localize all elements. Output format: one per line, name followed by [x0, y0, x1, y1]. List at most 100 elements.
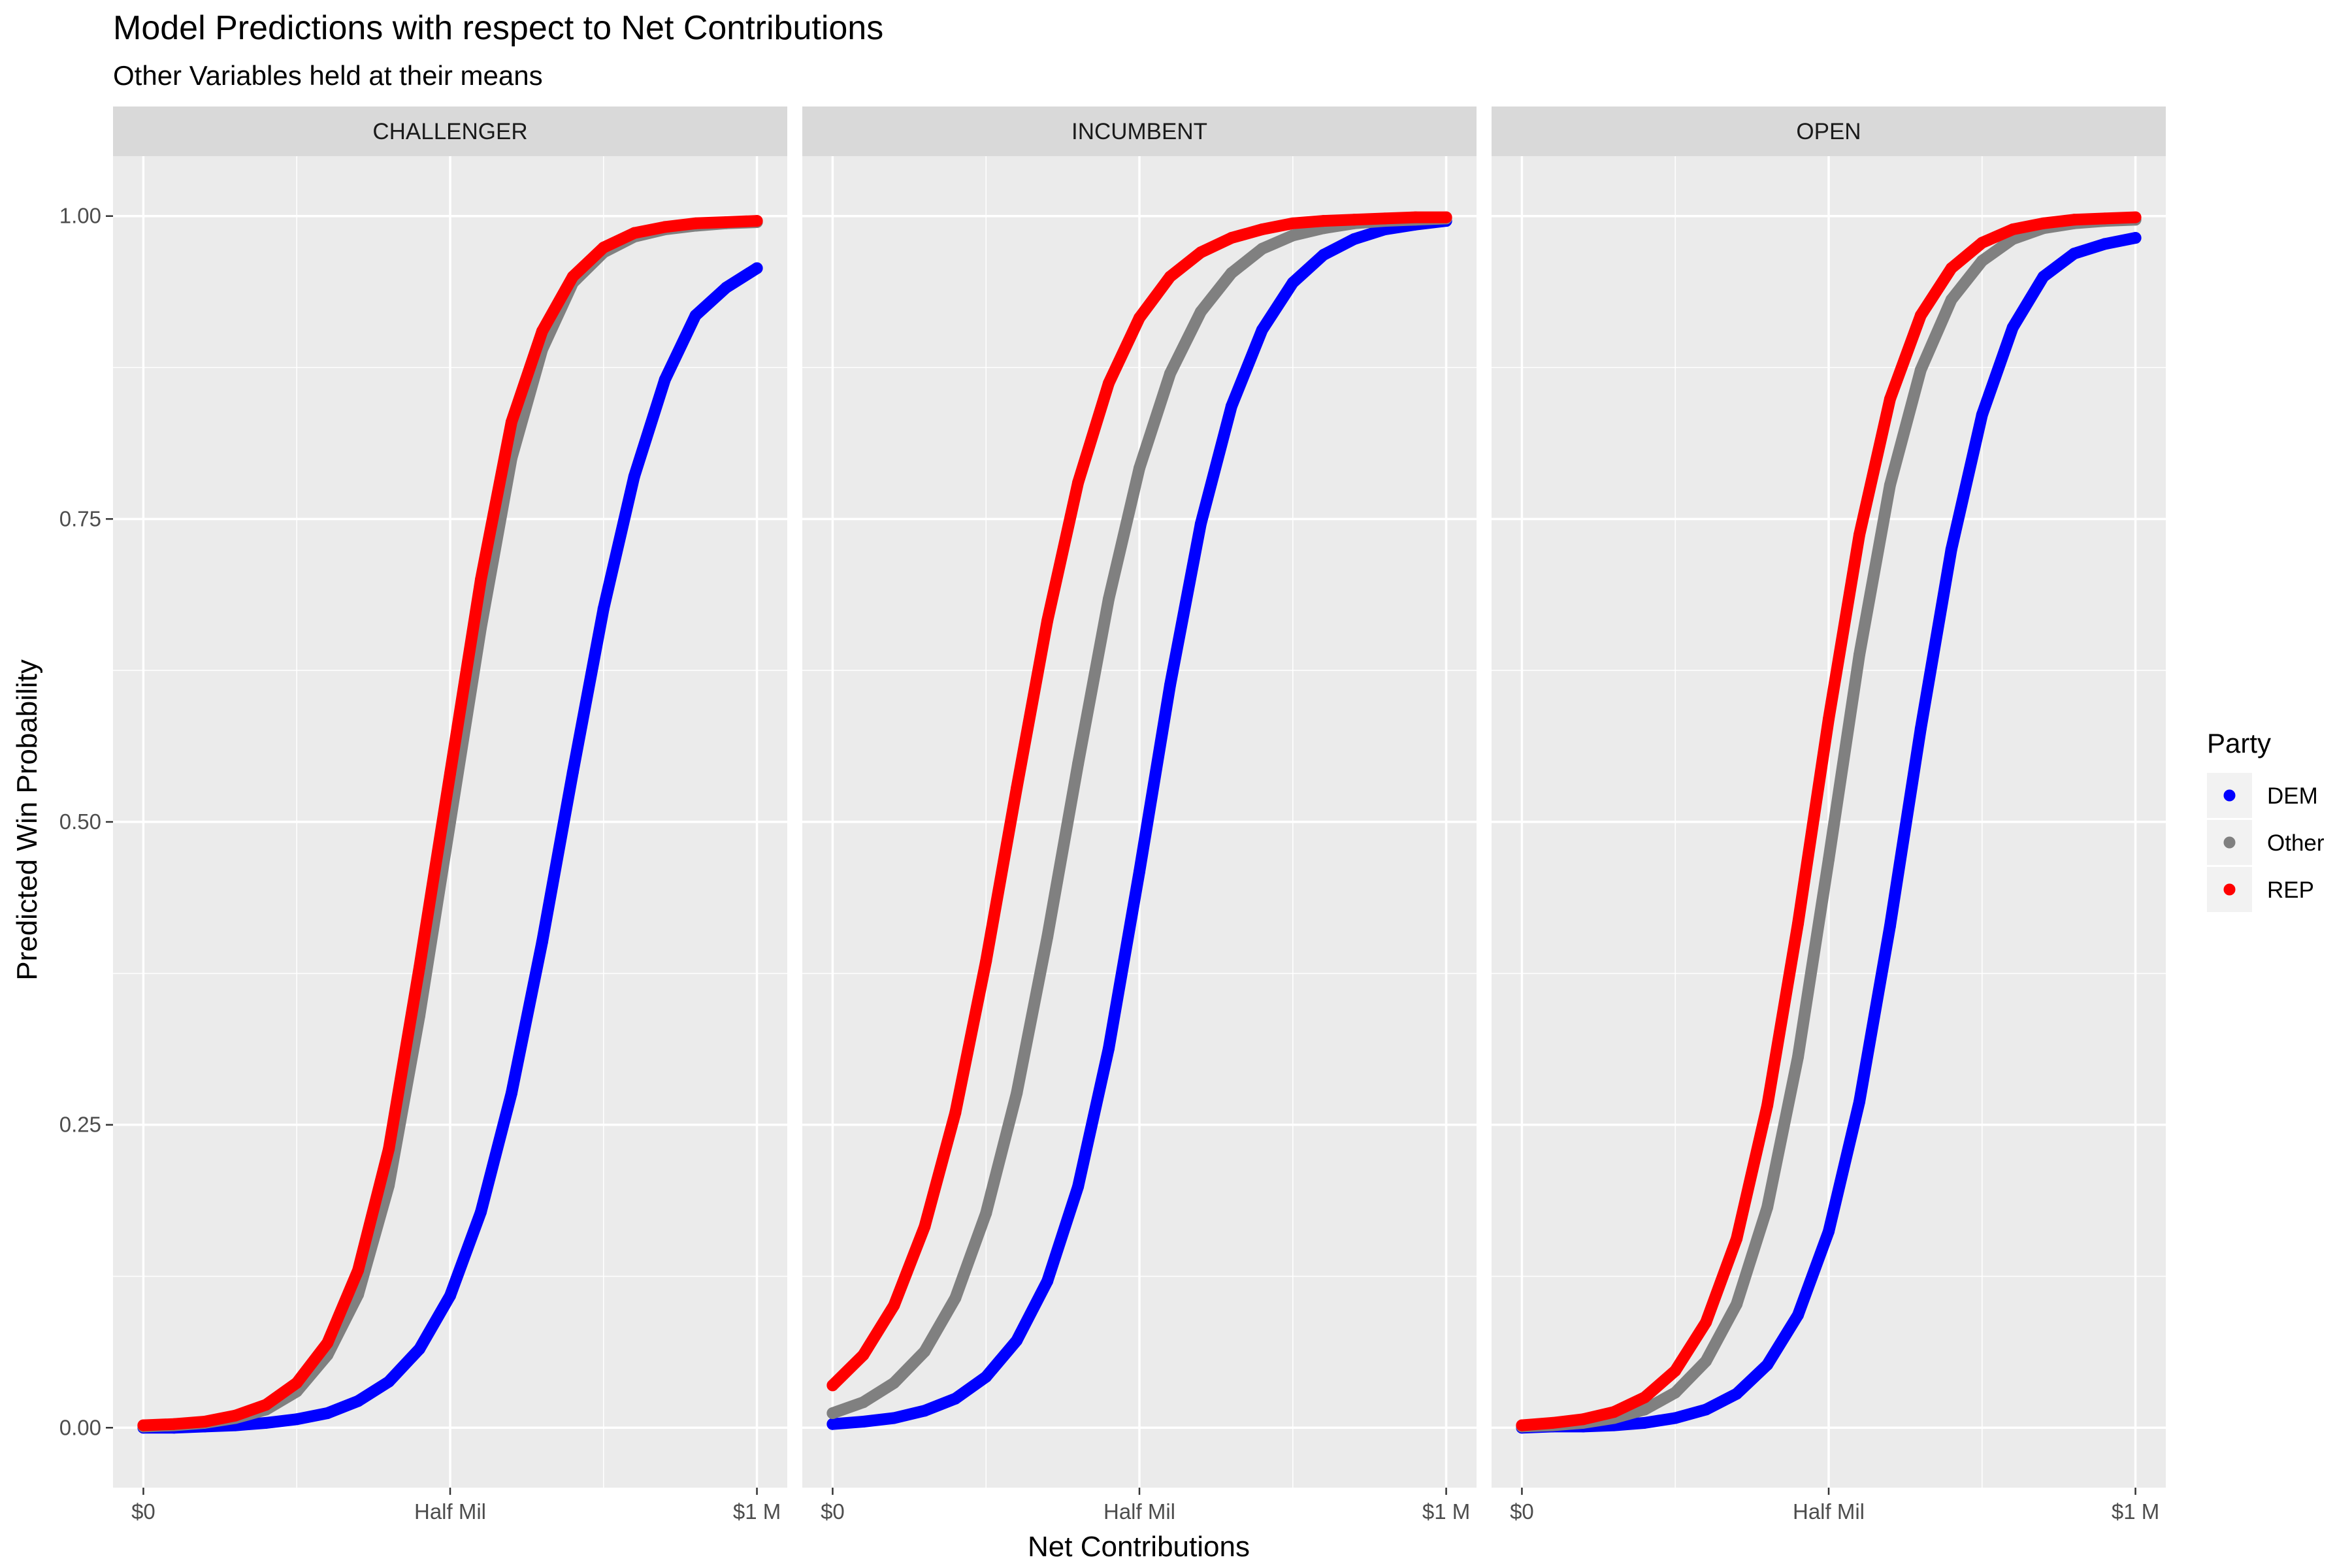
- legend-label-rep: REP: [2267, 877, 2314, 903]
- series-rep-point: [751, 215, 763, 227]
- series-dem-point: [720, 282, 732, 294]
- y-tick-label: 0.25: [59, 1113, 101, 1137]
- series-rep-point: [444, 767, 456, 779]
- series-other-point: [980, 1207, 992, 1220]
- series-rep-point: [857, 1349, 870, 1362]
- series-other-point: [1164, 367, 1176, 380]
- series-dem-point: [1669, 1412, 1682, 1424]
- series-rep-point: [2006, 223, 2019, 236]
- series-other-point: [1731, 1298, 1743, 1311]
- series-rep-point: [949, 1107, 962, 1119]
- series-rep-point: [1639, 1391, 1651, 1403]
- series-dem-point: [1914, 723, 1927, 735]
- panels: CHALLENGER $0 Half Mil $1 M 0.00 0.25 0.50 0.75…: [59, 106, 2166, 1524]
- series-rep-point: [137, 1419, 150, 1431]
- strip-label: CHALLENGER: [372, 119, 527, 144]
- series-other-point: [1103, 593, 1115, 605]
- series-rep-point: [474, 574, 487, 586]
- series-dem-point: [1194, 517, 1207, 530]
- y-tick-label: 0.75: [59, 506, 101, 531]
- series-other-point: [1639, 1403, 1651, 1416]
- strip-background: [1492, 106, 2166, 156]
- series-dem-point: [1011, 1334, 1023, 1347]
- series-rep-point: [1348, 214, 1360, 226]
- series-dem-point: [1317, 249, 1330, 261]
- y-tick-label: 0.00: [59, 1415, 101, 1439]
- strip-background: [802, 106, 1477, 156]
- series-rep-point: [1731, 1232, 1743, 1245]
- series-rep-point: [1440, 211, 1452, 223]
- series-dem-point: [1225, 400, 1237, 412]
- series-rep-point: [383, 1143, 395, 1155]
- legend-key-other: [2223, 836, 2236, 849]
- chart-subtitle: Other Variables held at their means: [113, 60, 543, 91]
- panel-challenger: CHALLENGER $0 Half Mil $1 M 0.00 0.25 0.50 0.75…: [59, 106, 787, 1524]
- x-tick-label: Half Mil: [1103, 1499, 1175, 1524]
- x-tick-label: $0: [131, 1499, 155, 1524]
- series-rep-point: [1317, 215, 1330, 227]
- series-rep-point: [1761, 1099, 1774, 1111]
- series-other-point: [1914, 364, 1927, 376]
- y-axis-title: Predicted Win Probability: [11, 659, 43, 981]
- strip-background: [113, 106, 787, 156]
- x-tick-label: Half Mil: [1793, 1499, 1865, 1524]
- series-rep-point: [888, 1299, 900, 1311]
- series-rep-point: [1853, 529, 1865, 541]
- series-dem-point: [857, 1416, 870, 1428]
- series-dem-point: [980, 1371, 992, 1383]
- series-rep-point: [1945, 262, 1957, 274]
- series-other-point: [1134, 462, 1145, 474]
- series-dem-point: [1164, 679, 1176, 691]
- series-dem-point: [2006, 321, 2019, 334]
- series-dem-point: [659, 374, 671, 386]
- series-other-point: [1853, 649, 1865, 661]
- series-rep-point: [1823, 713, 1835, 725]
- series-other-point: [1792, 1051, 1805, 1063]
- series-other-point: [1194, 306, 1207, 318]
- series-dem-point: [1256, 324, 1268, 336]
- x-tick-label: $1 M: [733, 1499, 781, 1524]
- series-rep-point: [659, 221, 671, 233]
- series-rep-point: [1516, 1419, 1528, 1431]
- series-rep-point: [1194, 246, 1207, 259]
- series-rep-point: [1608, 1406, 1620, 1418]
- series-dem-point: [888, 1412, 900, 1424]
- series-other-point: [1823, 853, 1835, 866]
- series-dem-point: [1134, 866, 1145, 878]
- series-dem-point: [444, 1290, 456, 1302]
- series-rep-point: [1884, 393, 1896, 405]
- series-other-point: [949, 1292, 962, 1304]
- series-rep-point: [1546, 1416, 1559, 1429]
- series-dem-point: [1639, 1416, 1651, 1429]
- series-dem-point: [1286, 276, 1299, 289]
- series-other-point: [1700, 1355, 1712, 1367]
- series-rep-point: [1103, 377, 1115, 389]
- series-rep-point: [1700, 1316, 1712, 1328]
- series-dem-point: [628, 470, 640, 483]
- series-dem-point: [2129, 232, 2142, 244]
- series-rep-point: [2037, 217, 2050, 229]
- series-rep-point: [2099, 212, 2111, 225]
- series-rep-point: [1914, 309, 1927, 321]
- series-rep-point: [566, 270, 579, 283]
- series-rep-point: [321, 1337, 334, 1349]
- legend: Party DEM Other REP: [2207, 728, 2325, 912]
- strip-label: OPEN: [1796, 119, 1861, 144]
- series-dem-point: [919, 1405, 931, 1417]
- series-other-point: [857, 1396, 870, 1409]
- series-other-point: [1761, 1201, 1774, 1213]
- series-other-point: [1072, 757, 1085, 770]
- series-dem-point: [321, 1407, 334, 1420]
- series-dem-point: [260, 1416, 272, 1429]
- series-rep-point: [1134, 312, 1145, 324]
- legend-key-rep: [2223, 883, 2236, 896]
- series-other-point: [919, 1345, 931, 1358]
- series-rep-point: [352, 1264, 365, 1277]
- legend-label-dem: DEM: [2267, 783, 2318, 809]
- x-tick-label: Half Mil: [414, 1499, 486, 1524]
- series-other-point: [1041, 931, 1054, 943]
- panel-open: OPEN $0 Half Mil $1 M: [1492, 106, 2166, 1524]
- series-rep-point: [414, 961, 426, 973]
- series-rep-point: [199, 1416, 211, 1428]
